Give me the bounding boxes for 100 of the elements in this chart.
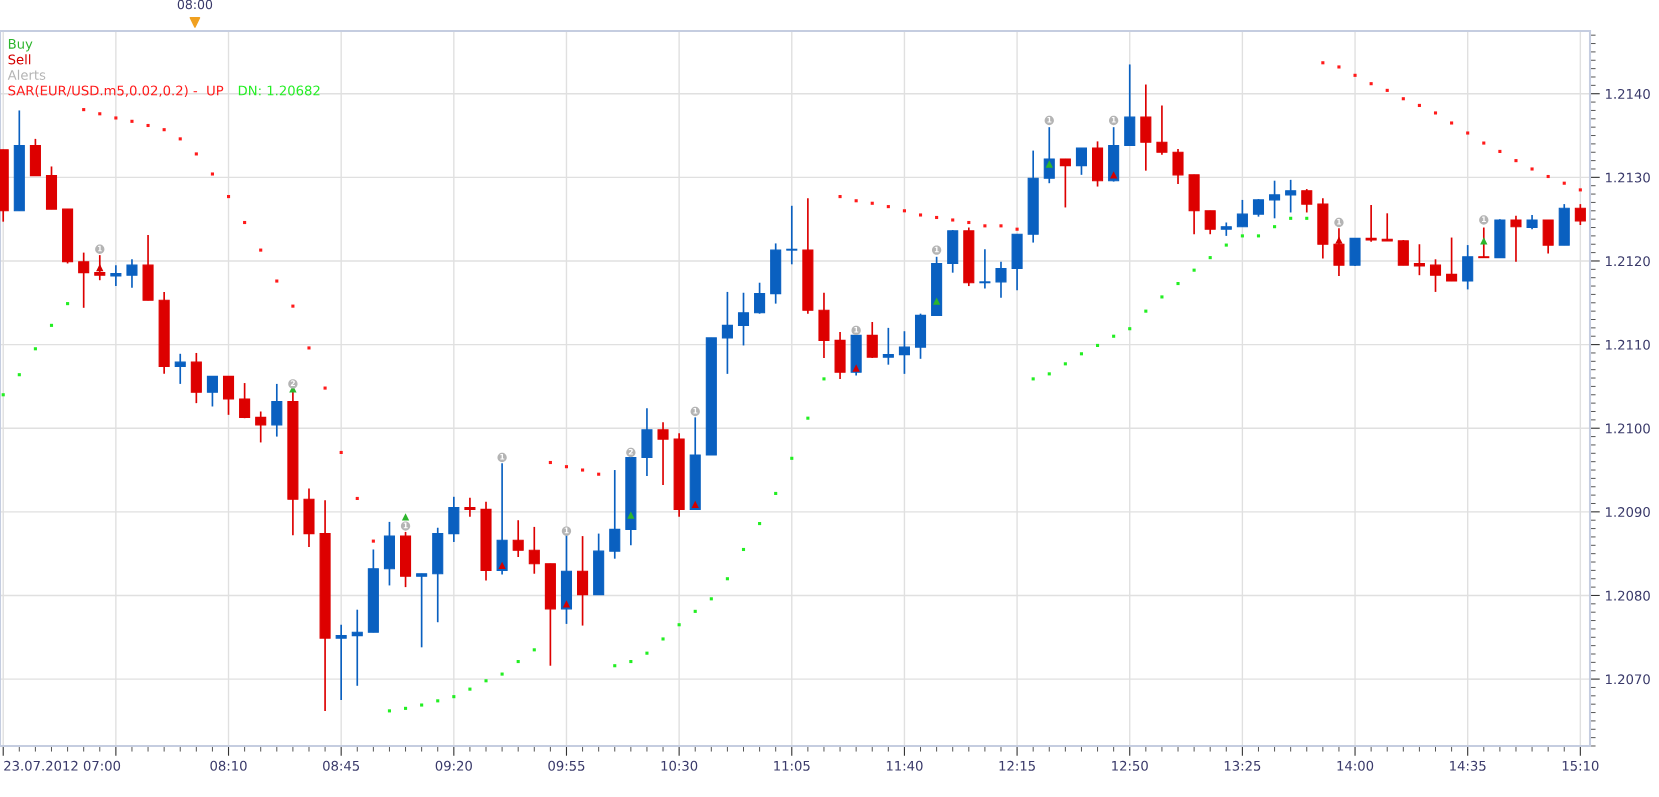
point [932, 297, 941, 305]
point [162, 128, 166, 132]
point [935, 215, 939, 220]
point [1256, 234, 1261, 238]
text: Sell [8, 54, 31, 65]
point [259, 248, 263, 252]
point [387, 709, 392, 713]
point [436, 699, 440, 703]
candlestick [1156, 104, 1168, 156]
candlestick [1381, 212, 1393, 242]
point [1450, 121, 1454, 125]
point [1401, 97, 1405, 101]
point [1289, 216, 1293, 220]
candlestick [1285, 179, 1297, 214]
point [852, 364, 860, 372]
point [1063, 362, 1067, 366]
point [226, 195, 231, 199]
point [307, 346, 311, 350]
point [741, 547, 746, 552]
x-tick-label: 12:15 [999, 760, 1035, 771]
candlestick [464, 496, 476, 518]
candlestick [882, 327, 894, 366]
point [1353, 73, 1357, 77]
point [1128, 327, 1132, 331]
point [500, 672, 504, 676]
x-tick-label: 12:50 [1112, 760, 1148, 771]
point [516, 659, 520, 664]
point [562, 600, 571, 608]
point [1047, 372, 1051, 376]
candlestick [174, 352, 186, 385]
point [918, 213, 923, 217]
point [1417, 103, 1421, 107]
x-tick-label: 11:05 [774, 760, 810, 771]
point [82, 108, 86, 112]
candlestick [528, 526, 540, 575]
candlestick [1075, 147, 1088, 176]
point [1498, 149, 1502, 153]
x-tick-label: 15:10 [1562, 760, 1599, 771]
point [627, 511, 635, 519]
point [114, 116, 118, 120]
point [725, 577, 729, 581]
point [838, 195, 842, 199]
point [822, 377, 826, 381]
point [1273, 225, 1277, 229]
candlestick [1333, 227, 1345, 277]
candlestick [1574, 203, 1586, 226]
point [323, 386, 327, 390]
x-tick-label: 10:30 [661, 760, 698, 771]
x-tick-label: 09:55 [548, 760, 585, 771]
text: 08:00 [177, 0, 213, 10]
point [243, 220, 247, 225]
text: Alerts [7, 69, 46, 80]
y-tick-label: 1.2080 [1606, 590, 1650, 601]
candlestick [721, 291, 733, 375]
point [1031, 377, 1035, 381]
point [1240, 234, 1244, 238]
point [709, 597, 713, 601]
point [49, 323, 54, 327]
point [1208, 256, 1212, 260]
point [1337, 65, 1341, 69]
candlestick [1478, 226, 1490, 259]
point [1530, 167, 1534, 171]
point [999, 224, 1003, 228]
candlestick [1301, 188, 1313, 214]
point [597, 472, 601, 476]
candlestick [1172, 148, 1184, 185]
candlestick [222, 375, 235, 416]
candlestick [609, 469, 621, 560]
point [401, 513, 410, 521]
candlestick [786, 204, 798, 266]
candlestick [126, 258, 138, 289]
point [1176, 282, 1180, 286]
candlestick [271, 383, 283, 438]
candlestick [1059, 158, 1071, 209]
point [564, 465, 569, 469]
point [275, 279, 279, 283]
point [1144, 309, 1148, 313]
point [1514, 159, 1518, 163]
candlestick [110, 264, 122, 287]
point [886, 205, 890, 209]
point [66, 302, 70, 306]
point [178, 137, 182, 141]
candlestick [577, 535, 589, 627]
point [1369, 82, 1373, 86]
candlestick [1236, 199, 1248, 228]
point [484, 679, 488, 683]
point [806, 416, 810, 420]
point [870, 201, 874, 205]
candlestick [512, 519, 524, 558]
y-tick-label: 1.2070 [1606, 674, 1650, 685]
candlestick [416, 572, 428, 649]
text: Buy [8, 39, 33, 52]
point [629, 659, 633, 664]
candlestick [206, 375, 218, 408]
y-tick-label: 1.2090 [1606, 507, 1650, 518]
point [1385, 88, 1389, 92]
candlestick [239, 382, 251, 420]
point [951, 218, 955, 222]
point [1305, 216, 1309, 220]
point [1466, 131, 1470, 135]
